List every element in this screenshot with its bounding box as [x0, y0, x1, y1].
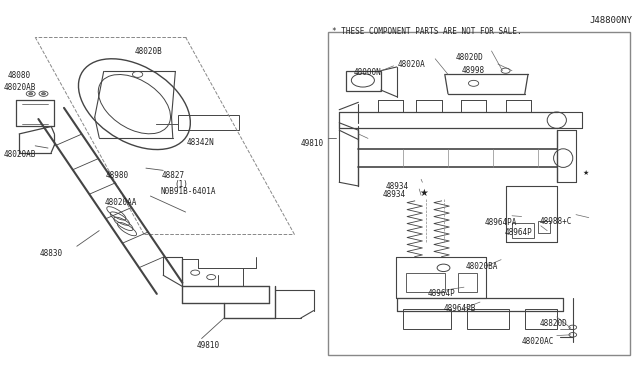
Text: J48800NY: J48800NY — [589, 16, 632, 25]
Bar — [458, 273, 477, 292]
Text: 48020B: 48020B — [134, 47, 162, 56]
Bar — [406, 273, 445, 292]
Text: 48020A: 48020A — [398, 60, 426, 69]
Text: 48964P: 48964P — [504, 228, 532, 237]
Text: 48000N: 48000N — [353, 68, 381, 77]
Ellipse shape — [42, 93, 45, 95]
Text: 48020AA: 48020AA — [104, 198, 137, 207]
Text: 48080: 48080 — [8, 71, 31, 80]
Bar — [403, 309, 451, 329]
Text: 48998: 48998 — [462, 66, 485, 75]
Bar — [512, 223, 534, 238]
Bar — [525, 309, 557, 329]
Text: 48020BA: 48020BA — [466, 262, 499, 270]
Text: ★: ★ — [419, 189, 428, 198]
Text: 48827: 48827 — [161, 171, 184, 180]
Text: 49810: 49810 — [301, 140, 324, 148]
Text: 48342N: 48342N — [187, 138, 214, 147]
Text: 48820D: 48820D — [540, 319, 567, 328]
Text: 48020AB: 48020AB — [3, 150, 36, 159]
Text: 49810: 49810 — [197, 341, 220, 350]
Text: 48020D: 48020D — [456, 53, 483, 62]
Bar — [538, 221, 550, 232]
Text: N0B91B-6401A: N0B91B-6401A — [161, 187, 216, 196]
Text: 48964P: 48964P — [428, 289, 455, 298]
Bar — [178, 115, 239, 130]
Text: 48988+C: 48988+C — [540, 217, 572, 225]
Text: * THESE COMPONENT PARTS ARE NOT FOR SALE.: * THESE COMPONENT PARTS ARE NOT FOR SALE… — [332, 27, 521, 36]
Text: 48964PB: 48964PB — [444, 304, 476, 313]
Text: 48934: 48934 — [383, 190, 406, 199]
Text: ★: ★ — [582, 170, 589, 176]
Text: (1): (1) — [175, 180, 189, 189]
Text: 48964PA: 48964PA — [484, 218, 517, 227]
Text: 48020AC: 48020AC — [522, 337, 554, 346]
Ellipse shape — [29, 93, 33, 95]
Text: 48830: 48830 — [40, 249, 63, 258]
Text: 48020AB: 48020AB — [3, 83, 36, 92]
Bar — [346, 71, 381, 91]
Bar — [467, 309, 509, 329]
Text: 48980: 48980 — [106, 171, 129, 180]
Text: 48934: 48934 — [386, 182, 409, 190]
Bar — [328, 32, 630, 355]
